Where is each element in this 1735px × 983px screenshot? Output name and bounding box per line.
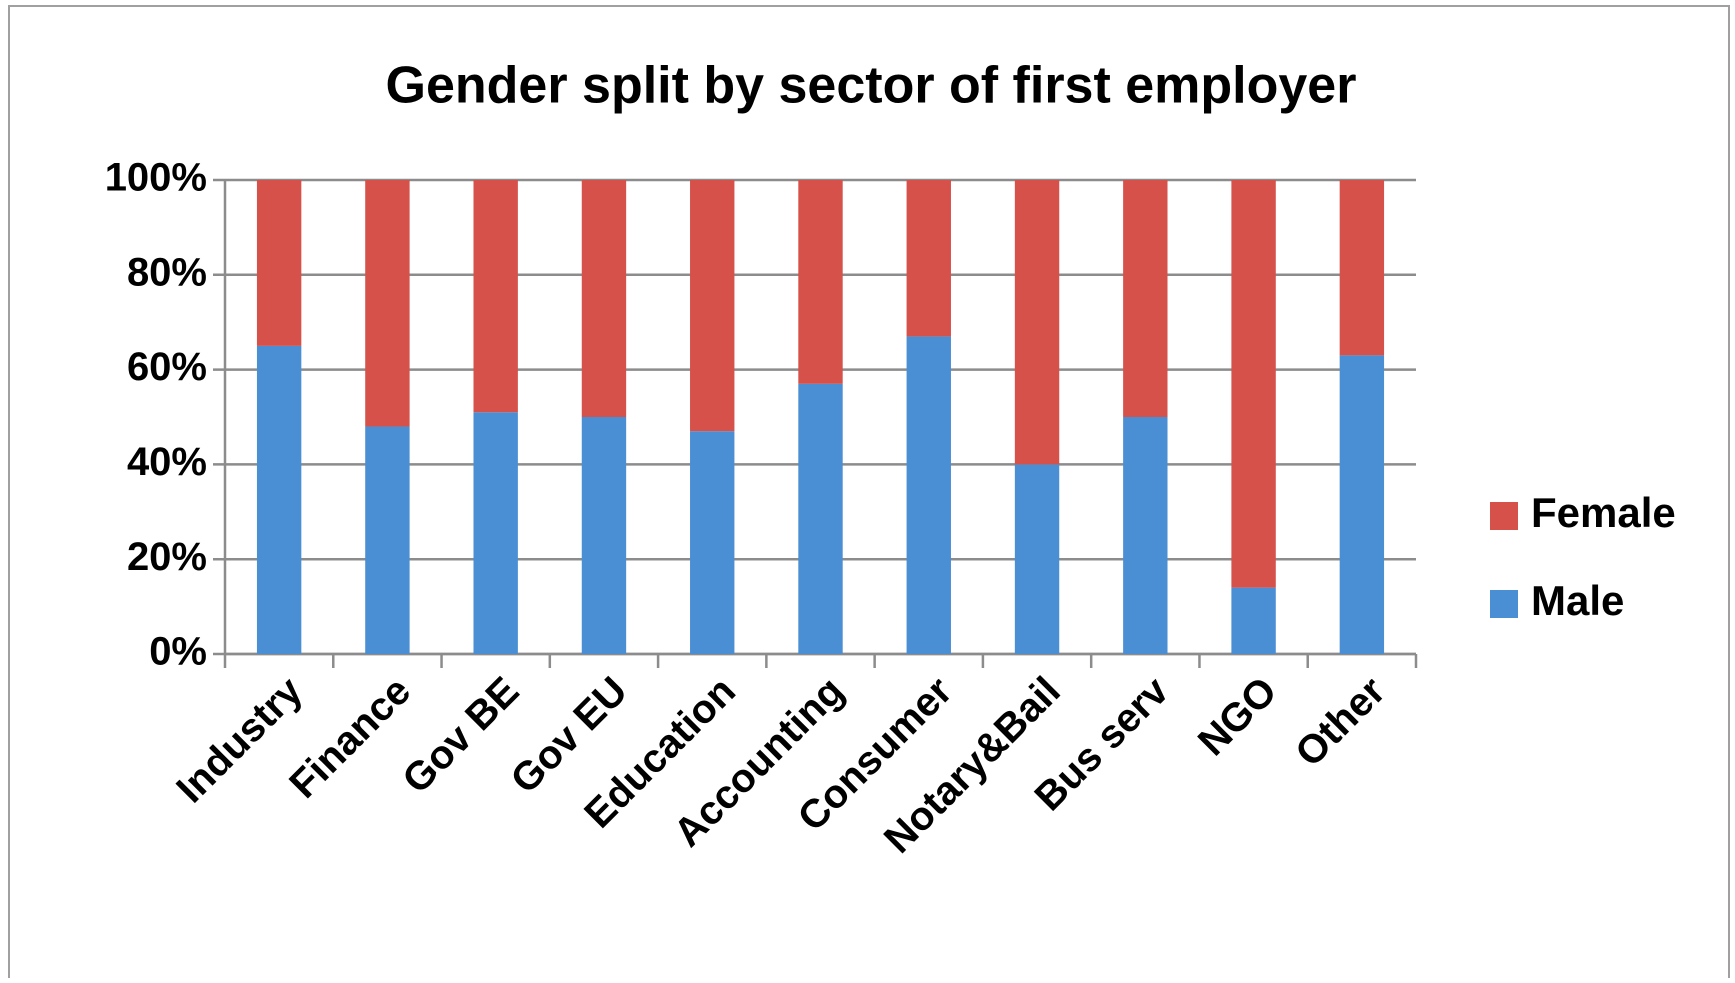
bar-segment bbox=[906, 336, 951, 654]
bar-segment bbox=[473, 412, 518, 654]
bar-segment bbox=[798, 383, 843, 654]
bar-segment bbox=[1231, 587, 1276, 654]
y-tick-label: 20% bbox=[127, 535, 207, 579]
bar-segment bbox=[581, 417, 627, 654]
bar-segment bbox=[365, 180, 410, 427]
bar-segment bbox=[906, 180, 951, 337]
bar-segment bbox=[365, 426, 410, 654]
bar-segment bbox=[1231, 180, 1276, 588]
y-tick-label: 40% bbox=[127, 440, 207, 484]
bar-segment bbox=[1014, 180, 1060, 465]
bar-segment bbox=[1123, 180, 1168, 417]
bar-segment bbox=[256, 180, 302, 346]
y-tick-label: 60% bbox=[127, 345, 207, 389]
bar-segment bbox=[798, 180, 843, 384]
bar-segment bbox=[1014, 464, 1060, 654]
legend-label: Male bbox=[1531, 577, 1624, 624]
bar-segment bbox=[690, 431, 735, 654]
y-tick-label: 0% bbox=[149, 630, 207, 674]
bar-segment bbox=[1123, 417, 1168, 654]
legend-label: Female bbox=[1531, 489, 1676, 536]
bar-segment bbox=[581, 180, 627, 417]
y-tick-label: 80% bbox=[127, 250, 207, 294]
bar-segment bbox=[690, 180, 735, 432]
chart-title: Gender split by sector of first employer bbox=[386, 57, 1357, 115]
y-tick-label: 100% bbox=[105, 156, 207, 200]
bar-segment bbox=[1339, 180, 1385, 356]
legend-swatch bbox=[1490, 502, 1518, 530]
bar-segment bbox=[256, 345, 302, 654]
legend-swatch bbox=[1490, 590, 1518, 618]
bar-segment bbox=[473, 180, 518, 413]
bar-segment bbox=[1339, 355, 1385, 654]
